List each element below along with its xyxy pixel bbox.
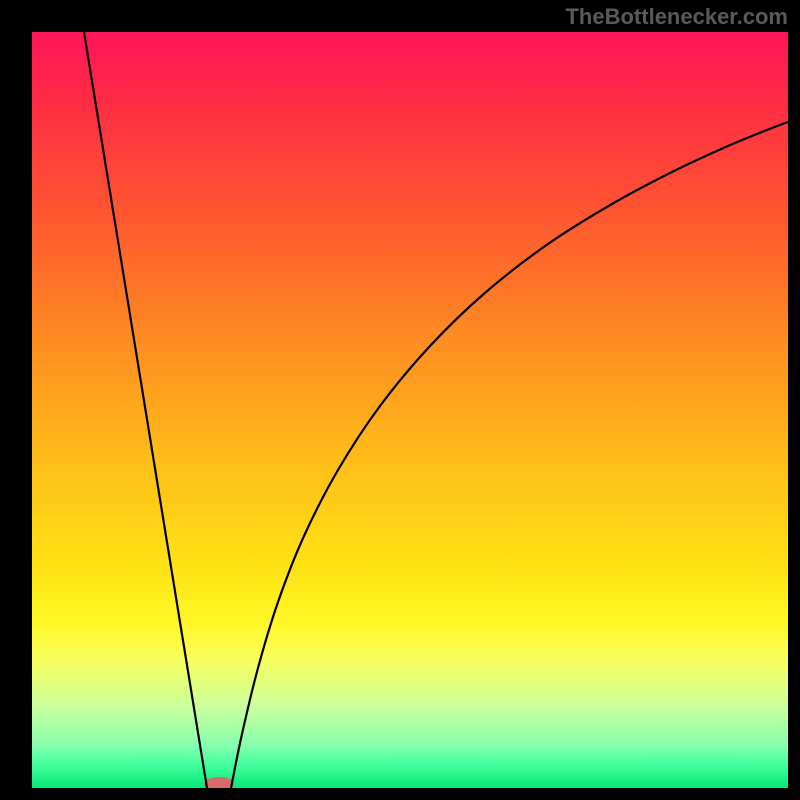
watermark-text: TheBottlenecker.com [565,4,788,30]
chart-area [32,32,788,788]
chart-svg [32,32,788,788]
